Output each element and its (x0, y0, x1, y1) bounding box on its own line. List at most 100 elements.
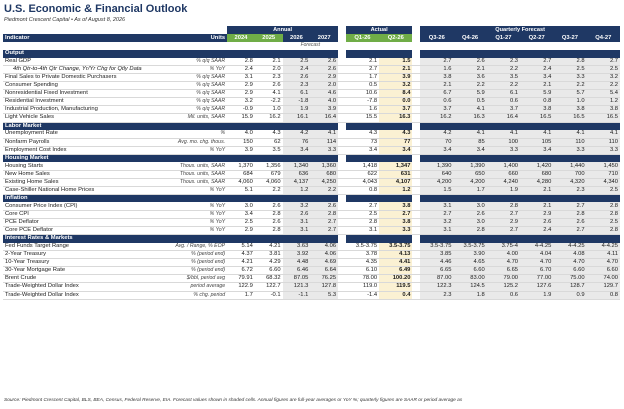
column-gap (338, 89, 346, 99)
annual-actual-value: 2.6 (254, 218, 283, 228)
quarter-forecast-value: 4.1 (520, 130, 554, 139)
quarter-forecast-value: 660 (486, 170, 521, 179)
quarter-forecast-value: 2.7 (420, 57, 454, 67)
quarter-actual-value: 2.1 (379, 65, 413, 75)
quarter-actual-value: 0.0 (379, 97, 413, 107)
quarter-forecast-value: 6.65 (420, 266, 454, 276)
quarter-actual-value: 3.1 (345, 226, 380, 236)
quarter-forecast-value: 16.5 (586, 113, 620, 123)
quarter-forecast-value: 0.6 (486, 291, 521, 300)
annual-forecast-value: 2.9 (310, 73, 339, 83)
annual-forecast-value: 5.3 (310, 291, 339, 300)
quarter-forecast-value: 2.8 (486, 202, 521, 212)
quarter-forecast-value: 3.2 (586, 73, 620, 83)
annual-forecast-value: 2.6 (282, 73, 311, 83)
table-row: Real GDP% q/q SAAR 2.8 2.1 2.5 2.6 2.1 1.5 2.7 2… (3, 57, 620, 67)
quarter-forecast-value: 105 (520, 138, 554, 147)
quarter-actual-value: 119.5 (379, 282, 413, 292)
annual-actual-value: 2.9 (227, 89, 255, 99)
quarter-forecast-value: 0.8 (520, 97, 554, 107)
quarter-forecast-value: 110 (553, 138, 587, 147)
indicator-label: Fed Funds Target Range (3, 242, 170, 252)
quarter-forecast-value: 2.5 (586, 65, 620, 75)
section-fill (345, 234, 413, 243)
quarter-forecast-value: 1,400 (486, 162, 521, 171)
quarter-actual-value: 2.7 (379, 210, 413, 220)
annual-actual-value: 2.6 (254, 81, 283, 91)
unit-label: % YoY (169, 210, 228, 220)
quarter-forecast-value: 1,450 (586, 162, 620, 171)
quarter-actual-value: 2.7 (345, 202, 380, 212)
column-gap (412, 49, 421, 58)
annual-actual-value: 2.3 (254, 73, 283, 83)
quarter-actual-value: 78.00 (345, 274, 380, 284)
column-gap (338, 218, 346, 228)
annual-actual-value: 15.9 (227, 113, 255, 123)
annual-forecast-value: 76.25 (310, 274, 339, 284)
quarter-actual-value: 16.3 (379, 113, 413, 123)
quarter-forecast-value: 6.60 (553, 266, 587, 276)
section-title: Interest Rates & Markets (3, 234, 339, 243)
annual-forecast-value: 6.46 (282, 266, 311, 276)
quarterly-group-header: Quarterly Forecast (420, 26, 620, 35)
forecast-note-row: Forecast (3, 42, 620, 50)
table-row: Final Sales to Private Domestic Purchase… (3, 73, 620, 83)
column-gap (338, 81, 346, 91)
quarter-forecast-value: 710 (586, 170, 620, 179)
quarter-actual-value: 3.78 (345, 250, 380, 260)
column-gap (338, 178, 346, 187)
indicator-label: 10-Year Treasury (3, 258, 170, 268)
annual-forecast-value: 114 (310, 138, 339, 147)
quarter-forecast-value: 1.7 (453, 186, 487, 195)
quarter-actual-value: 0.4 (379, 291, 413, 300)
quarter-forecast-value: 3.8 (586, 105, 620, 115)
annual-actual-value: 2.9 (227, 81, 255, 91)
column-gap (338, 250, 346, 260)
quarter-forecast-value: 125.2 (486, 282, 521, 292)
annual-actual-value: 4.29 (254, 258, 283, 268)
quarter-forecast-value: 4.70 (520, 258, 554, 268)
annual-actual-value: 1,370 (227, 162, 255, 171)
quarter-forecast-value: 4.46 (420, 258, 454, 268)
quarter-actual-value: 100.20 (379, 274, 413, 284)
units-header: Units (169, 34, 228, 43)
quarter-forecast-value: 85 (453, 138, 487, 147)
column-gap (338, 210, 346, 220)
quarter-forecast-value: 4.08 (553, 250, 587, 260)
quarter-forecast-value: 2.8 (453, 226, 487, 236)
indicator-label: Existing Home Sales (3, 178, 170, 187)
quarter-forecast-value: 4.1 (553, 130, 587, 139)
quarter-header: Q2-26 (379, 34, 413, 43)
table-row: Consumer Price Index (CPI)% YoY 3.0 2.6 3.2… (3, 202, 620, 212)
indicator-label: 30-Year Mortgage Rate (3, 266, 170, 276)
annual-forecast-value: 3.63 (282, 242, 311, 252)
quarter-forecast-value: 3.8 (420, 73, 454, 83)
quarter-forecast-value: 2.3 (553, 186, 587, 195)
quarter-actual-value: 4,107 (379, 178, 413, 187)
table-row: Nonfarm Payrolls Avg. mo. chg. thous. 150 6… (3, 138, 620, 147)
annual-actual-value: 4.21 (227, 258, 255, 268)
quarter-actual-value: 4.3 (379, 130, 413, 139)
quarter-forecast-value: 3.1 (420, 202, 454, 212)
annual-forecast-value: 3.1 (282, 226, 311, 236)
indicator-label: Unemployment Rate (3, 130, 170, 139)
quarter-actual-value: 3.3 (379, 226, 413, 236)
quarter-actual-value: 15.5 (345, 113, 380, 123)
quarter-actual-value: 1.5 (379, 57, 413, 67)
quarter-forecast-value: 1.0 (553, 97, 587, 107)
annual-actual-value: 2.1 (254, 57, 283, 67)
indicator-label: Consumer Spending (3, 81, 170, 91)
quarter-forecast-value: 100 (486, 138, 521, 147)
quarter-forecast-value: 2.7 (520, 57, 554, 67)
column-gap (412, 226, 421, 236)
annual-forecast-value: 3.92 (282, 250, 311, 260)
quarter-forecast-value: 83.00 (453, 274, 487, 284)
quarter-forecast-value: 1,390 (453, 162, 487, 171)
quarter-actual-value: 3.8 (379, 218, 413, 228)
unit-label: % q/q SAAR (169, 97, 228, 107)
annual-actual-value: 2.8 (254, 226, 283, 236)
section-fill (420, 193, 620, 203)
indicator-label: Core CPI (3, 210, 170, 220)
quarter-forecast-value: 127.6 (520, 282, 554, 292)
quarter-forecast-value: 1.8 (453, 291, 487, 300)
